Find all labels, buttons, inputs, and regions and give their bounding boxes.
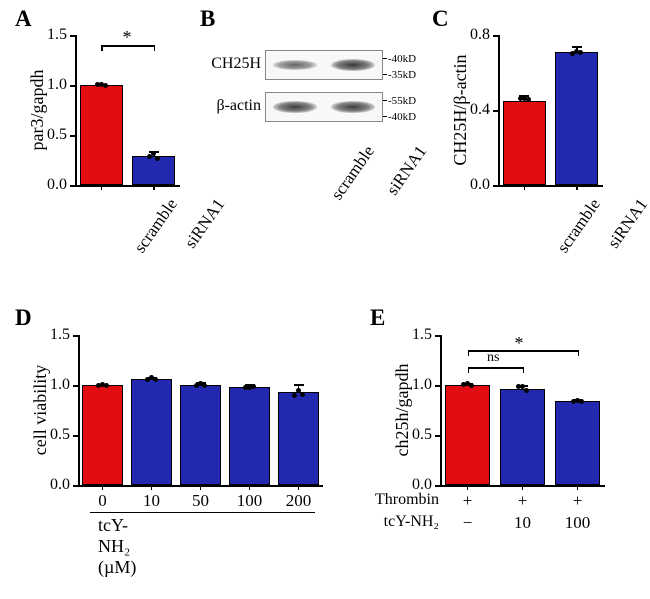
panel-label-c: C (432, 6, 449, 32)
panel-label-d: D (15, 305, 32, 331)
panel-label-a: A (15, 6, 32, 32)
panel-label-e: E (370, 305, 385, 331)
panel-label-b: B (200, 6, 215, 32)
